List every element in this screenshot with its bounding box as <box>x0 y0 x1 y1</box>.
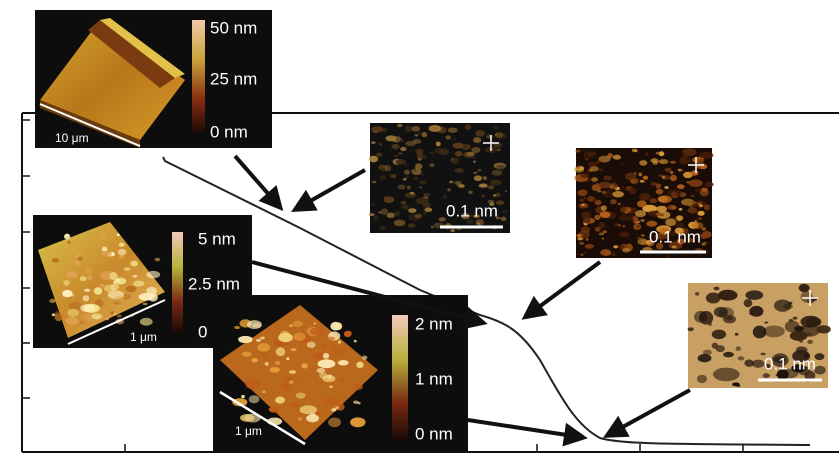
scale-label: 0.1 nm <box>764 354 816 373</box>
afm-inset: 0.1 nm <box>688 283 831 388</box>
colorbar-label: 0 <box>198 322 207 341</box>
colorbar-label: 2.5 nm <box>188 274 240 293</box>
colorbar-label: 5 nm <box>198 229 236 248</box>
figure: 50 nm 25 nm 0 nm 10 μm 0.1 nm 0.1 nm 0.1… <box>0 0 839 458</box>
afm-inset: 50 nm 25 nm 0 nm 10 μm <box>35 10 272 148</box>
scale-label: 0.1 nm <box>446 201 498 220</box>
afm-inset: 0.1 nm <box>574 148 714 258</box>
afm-inset: 2 nm 1 nm 0 nm 1 μm <box>213 295 468 452</box>
scale-label: 1 μm <box>130 330 157 344</box>
colorbar-label: 0 nm <box>210 122 248 141</box>
colorbar-label: 50 nm <box>210 18 257 37</box>
scale-label: 0.1 nm <box>649 227 701 246</box>
colorbar-label: 0 nm <box>415 424 453 443</box>
scale-label: 1 μm <box>235 424 262 438</box>
scale-label: 10 μm <box>55 131 89 145</box>
afm-inset: 0.1 nm <box>369 123 510 233</box>
colorbar-label: 1 nm <box>415 369 453 388</box>
colorbar-label: 2 nm <box>415 314 453 333</box>
colorbar-label: 25 nm <box>210 69 257 88</box>
